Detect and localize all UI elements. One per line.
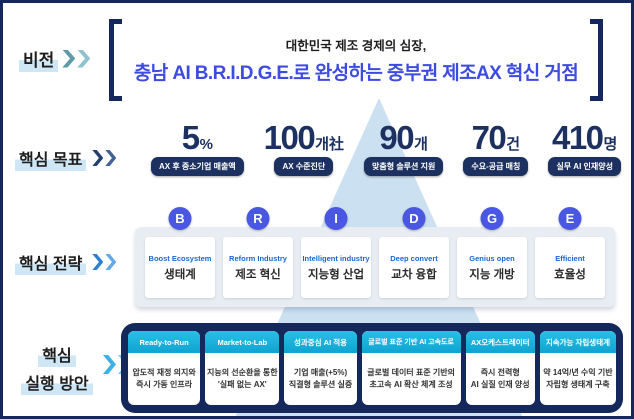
goal-stat: 70 건 수요-공급 매칭 (463, 119, 529, 176)
action-body-line: 기업 매출(+5%) (293, 368, 348, 378)
letter-badge: B (168, 207, 192, 230)
stat-unit: 건 (506, 136, 521, 153)
vision-text: 대한민국 제조 경제의 심장, 충남 AI B.R.I.D.G.E.로 완성하는… (122, 19, 590, 101)
letter-badge: G (480, 207, 504, 230)
action-card: 지속가능 자립생태계 약 14억/년 수익 기반 자립형 생태계 구축 (539, 331, 616, 405)
chevron-right-icon (92, 254, 104, 270)
strategy-item: B Boost Ecosystem 생태계 (145, 207, 215, 307)
action-body-line: 지능의 선순환을 통한 (206, 368, 278, 378)
actions-label-line1: 핵심 (38, 341, 76, 367)
stat-badge: 실무 AI 인재양성 (548, 157, 621, 176)
strategy-korean-label: 지능형 산업 (307, 268, 365, 281)
action-card: Market-to-Lab 지능의 선순환을 통한 '실패 없는 AX' (205, 331, 280, 405)
action-body-line: AI 실질 인재 양성 (470, 380, 530, 389)
actions-label-group: 핵심 실행 방안 (13, 339, 101, 395)
strategy-english-label: Deep convert (390, 253, 438, 263)
strategy-item: R Reform Industry 제조 혁신 (223, 207, 293, 307)
action-body-line: 즉시 전력형 (480, 368, 520, 378)
chevron-right-icon (62, 49, 76, 68)
actions-panel: Ready-to-Run 압도적 재정 의지와 즉시 가동 인프라 Market… (121, 323, 623, 413)
strategy-english-label: Intelligent industry (302, 253, 370, 263)
stat-badge: AX 수준진단 (274, 157, 334, 176)
strategy-item: I Intelligent industry 지능형 산업 (301, 207, 371, 307)
strategy-english-label: Boost Ecosystem (148, 253, 212, 263)
right-bracket-icon (590, 19, 603, 101)
stat-badge: 수요-공급 매칭 (463, 157, 529, 176)
vision-statement-box: 대한민국 제조 경제의 심장, 충남 AI B.R.I.D.G.E.로 완성하는… (109, 19, 603, 101)
strategy-korean-label: 생태계 (164, 268, 196, 281)
action-card: Ready-to-Run 압도적 재정 의지와 즉시 가동 인프라 (128, 331, 201, 405)
action-body-line: 압도적 재정 의지와 (132, 368, 196, 378)
strategy-english-label: Efficient (555, 253, 585, 263)
chevron-right-icon (77, 49, 91, 68)
action-title: AX오케스트레이터 (465, 331, 535, 353)
stat-value: 5 (181, 119, 200, 156)
stat-unit: 명 (603, 136, 618, 153)
stat-value: 100 (263, 119, 316, 156)
action-title: Ready-to-Run (128, 331, 201, 353)
vision-label-group: 비전 (19, 45, 91, 72)
strategy-korean-label: 효율성 (554, 268, 586, 281)
vision-subtitle: 대한민국 제조 경제의 심장, (285, 39, 427, 53)
action-body-line: 초고속 AI 확산 체계 조성 (369, 380, 453, 389)
stat-badge: 맞춤형 솔루션 지원 (364, 157, 444, 176)
strategy-item: E Efficient 효율성 (535, 207, 605, 307)
action-title: 지속가능 자립생태계 (539, 331, 616, 353)
vision-label: 비전 (19, 45, 59, 72)
action-body-line: 직결형 솔루션 실증 (288, 380, 353, 389)
goals-label: 핵심 목표 (15, 145, 87, 171)
strategy-korean-label: 제조 혁신 (235, 268, 281, 281)
action-title: 성과중심 AI 적용 (284, 331, 357, 353)
strategy-panel: B Boost Ecosystem 생태계 R Reform Industry … (135, 207, 615, 307)
stat-unit: 개 (414, 136, 428, 153)
action-body-line: '실패 없는 AX' (217, 380, 267, 389)
goal-stat: 100 개社 AX 수준진단 (264, 121, 344, 176)
letter-badge: D (402, 207, 426, 230)
stat-badge: AX 후 중소기업 매출액 (151, 157, 244, 176)
strategy-item: D Deep convert 교차 융합 (379, 207, 449, 307)
action-card: 글로벌 표준 기반 AI 고속도로 글로벌 데이터 표준 기반의 초고속 AI … (361, 331, 461, 405)
left-bracket-icon (109, 19, 122, 101)
stat-value: 70 (471, 119, 507, 156)
strategy-label-group: 핵심 전략 (15, 249, 117, 275)
goal-stat: 90 개 맞춤형 솔루션 지원 (364, 119, 444, 176)
strategy-korean-label: 교차 융합 (391, 268, 437, 281)
strategy-item: G Genius open 지능 개방 (457, 207, 527, 307)
strategy-english-label: Reform Industry (229, 253, 287, 263)
strategy-english-label: Genius open (469, 253, 515, 263)
action-title: 글로벌 표준 기반 AI 고속도로 (361, 331, 461, 353)
chevron-right-icon (105, 254, 117, 270)
actions-label-line2: 실행 방안 (21, 369, 93, 395)
goal-stat: 5% AX 후 중소기업 매출액 (151, 121, 244, 176)
goals-label-group: 핵심 목표 (15, 145, 117, 171)
goal-stat: 410 명 실무 AI 인재양성 (548, 121, 621, 176)
chevron-right-icon (103, 355, 116, 374)
action-body-line: 즉시 가동 인프라 (136, 380, 193, 389)
action-card: AX오케스트레이터 즉시 전력형 AI 실질 인재 양성 (465, 331, 535, 405)
letter-badge: R (246, 207, 270, 230)
action-body-line: 자립형 생태계 구축 (546, 380, 610, 389)
action-card: 성과중심 AI 적용 기업 매출(+5%) 직결형 솔루션 실증 (284, 331, 357, 405)
stat-unit: 개社 (315, 136, 345, 153)
chevron-right-icon (92, 150, 104, 166)
action-body-line: 글로벌 데이터 표준 기반의 (367, 368, 455, 378)
action-body-line: 약 14억/년 수익 기반 (543, 368, 613, 378)
letter-badge: I (324, 207, 348, 230)
strategy-label: 핵심 전략 (15, 249, 87, 275)
letter-badge: E (558, 207, 582, 230)
stat-value: 410 (551, 119, 604, 156)
stat-unit: % (199, 136, 213, 153)
vision-headline: 충남 AI B.R.I.D.G.E.로 완성하는 중부권 제조AX 혁신 거점 (133, 63, 579, 84)
strategy-korean-label: 지능 개방 (469, 268, 515, 281)
action-title: Market-to-Lab (205, 331, 280, 353)
goals-stats-row: 5% AX 후 중소기업 매출액 100 개社 AX 수준진단 90 개 맞춤형 솔… (151, 121, 621, 176)
chevron-right-icon (105, 150, 117, 166)
stat-value: 90 (379, 119, 414, 156)
